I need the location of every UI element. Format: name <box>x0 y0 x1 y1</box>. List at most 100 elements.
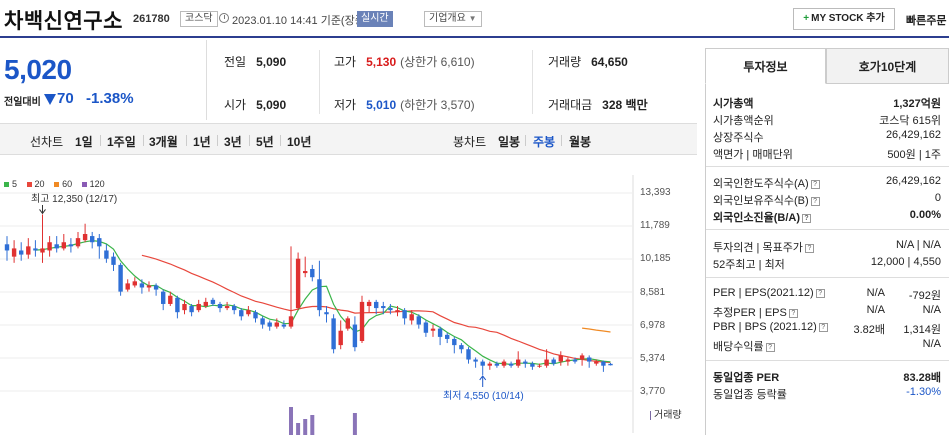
y-tick-label: 6,978 <box>640 320 666 331</box>
separator <box>217 135 218 146</box>
separator <box>525 135 526 146</box>
stat-value: 5,010 <box>366 98 397 112</box>
info-value: 1,327억원 <box>893 98 941 110</box>
stat-label: 저가 <box>334 98 357 112</box>
legend-swatch <box>26 182 32 188</box>
candle-body <box>565 359 571 362</box>
help-icon[interactable]: ? <box>810 179 820 189</box>
mystock-label: MY STOCK 추가 <box>811 13 885 24</box>
info-value: 1,314원 <box>903 324 941 336</box>
corp-info-dropdown[interactable]: 기업개요 ▼ <box>424 11 482 27</box>
info-label: 외국인한도주식수(A)? <box>713 175 820 191</box>
period-1y[interactable]: 1년 <box>193 135 211 149</box>
info-label: PER | EPS(2021.12)? <box>713 287 825 299</box>
volume-bar <box>303 419 308 435</box>
candle-body <box>33 248 38 251</box>
candle-body <box>281 324 287 327</box>
candle-body <box>452 338 457 346</box>
volume-bar <box>289 407 293 435</box>
info-row: 외국인소진율(B/A)? 0.00% <box>713 209 941 225</box>
stock-code: 261780 <box>133 13 170 25</box>
candle-weekly[interactable]: 주봉 <box>533 135 556 149</box>
y-tick-label: 13,393 <box>640 187 671 198</box>
candle-body <box>90 236 95 243</box>
period-3y[interactable]: 3년 <box>224 135 242 149</box>
help-icon[interactable]: ? <box>765 342 775 352</box>
separator <box>249 135 250 146</box>
realtime-button[interactable]: 실시간 <box>357 11 393 27</box>
mystock-add-button[interactable]: + MY STOCK 추가 <box>793 8 895 30</box>
help-icon[interactable]: ? <box>804 243 814 253</box>
info-value: -1.30% <box>906 386 941 398</box>
y-tick-label: 3,770 <box>640 386 666 397</box>
info-label: 동일업종 PER <box>713 372 780 384</box>
info-label: 투자의견 | 목표주가? <box>713 239 814 255</box>
quick-order-button[interactable]: 빠른주문 <box>906 15 947 27</box>
candle-body <box>210 299 216 304</box>
volume-bar <box>310 415 315 435</box>
period-3m[interactable]: 3개월 <box>149 135 178 149</box>
period-1d[interactable]: 1일 <box>75 135 93 149</box>
help-icon[interactable]: ? <box>788 308 798 318</box>
candle-body <box>487 363 492 366</box>
candle-monthly[interactable]: 월봉 <box>569 135 592 149</box>
candle-body <box>246 310 251 315</box>
chevron-down-icon: ▼ <box>468 14 477 23</box>
stat-value: 64,650 <box>591 55 628 69</box>
ma60-line <box>582 327 611 333</box>
low-note: 최저 4,550 (10/14) <box>443 391 524 402</box>
tab-investment-info[interactable]: 투자정보 <box>705 48 826 84</box>
candle-body <box>423 322 429 333</box>
period-1w[interactable]: 1주일 <box>107 135 136 149</box>
candle-body <box>75 238 81 247</box>
market-badge: 코스닥 <box>180 11 218 27</box>
candle-body <box>523 361 528 364</box>
stock-chart[interactable]: 5 20 60 120 13,393 11,789 10,185 8,581 6… <box>0 155 697 435</box>
candle-body <box>310 268 315 278</box>
help-icon[interactable]: ? <box>810 196 820 206</box>
line-chart-label[interactable]: 선차트 <box>30 135 64 149</box>
candle-body <box>4 244 10 251</box>
help-icon[interactable]: ? <box>818 322 828 332</box>
legend-ma60: 60 <box>54 179 72 189</box>
candle-body <box>579 355 585 360</box>
candle-body <box>409 314 414 321</box>
help-icon[interactable]: ? <box>815 288 825 298</box>
info-row: PBR | BPS (2021.12)? 3.82배 1,314원 <box>713 321 941 337</box>
candle-body <box>111 256 116 265</box>
help-icon[interactable]: ? <box>802 213 811 223</box>
base-time: 2023.01.10 14:41 기준(장중) <box>232 15 369 27</box>
tab-orderbook[interactable]: 호가10단계 <box>826 48 949 84</box>
period-5y[interactable]: 5년 <box>256 135 274 149</box>
stat-value: 328 백만 <box>602 98 648 112</box>
info-row: 동일업종 등락률 -1.30% <box>713 386 941 402</box>
info-value: 0 <box>934 192 941 204</box>
candle-body <box>104 250 109 259</box>
info-value: N/A <box>866 287 885 299</box>
period-10y[interactable]: 10년 <box>287 135 312 149</box>
candle-body <box>416 316 421 325</box>
separator <box>186 135 187 146</box>
candle-body <box>381 306 386 309</box>
info-value: 26,429,162 <box>885 129 941 141</box>
candle-body <box>267 322 272 327</box>
stat-value: 5,090 <box>256 98 287 112</box>
candle-body <box>587 357 592 362</box>
info-label: 액면가 | 매매단위 <box>713 149 793 161</box>
y-tick-label: 10,185 <box>640 253 671 264</box>
candle-daily[interactable]: 일봉 <box>498 135 521 149</box>
plus-icon: + <box>803 13 810 24</box>
legend-label: 20 <box>34 179 45 189</box>
stat-prev-close: 전일 5,090 <box>224 53 286 70</box>
separator <box>143 135 144 146</box>
divider <box>532 50 533 114</box>
stat-label: 전일 <box>224 55 247 69</box>
candle-body <box>47 242 52 251</box>
legend-ma20: 20 <box>26 179 45 189</box>
low-marker-head <box>479 375 487 381</box>
candle-body <box>61 242 66 249</box>
candle-body <box>239 310 244 317</box>
candle-chart-label[interactable]: 봉차트 <box>453 135 487 149</box>
candle-body <box>572 359 578 362</box>
candle-body <box>224 306 230 309</box>
